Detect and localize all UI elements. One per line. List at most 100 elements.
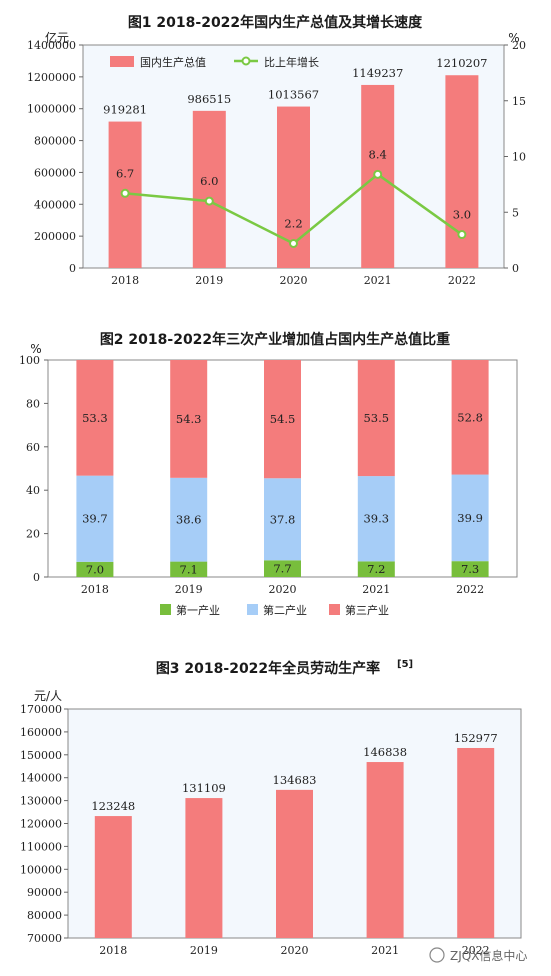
chart3-x-tick-label: 2019 [190,944,218,957]
chart3-unit: 元/人 [34,689,62,703]
chart2-segment-label: 37.8 [270,512,296,526]
chart1-legend: 国内生产总值 比上年增长 [110,55,319,69]
chart2-secondary-segment [451,474,489,562]
chart2-segment-label: 53.5 [363,411,389,425]
chart1-y-tick-label: 800000 [34,135,76,148]
chart2-x-tick-label: 2018 [81,583,109,596]
chart1-growth-point [289,238,298,248]
chart1-growth-label: 2.2 [284,216,302,230]
chart2: 图2 2018-2022年三次产业增加值占国内生产总值比重 % 0 20 40 60 8… [19,331,518,617]
legend-gdp-swatch [110,56,134,67]
chart2-x-tick-label: 2021 [362,583,390,596]
chart2-tertiary-segment [170,360,208,478]
chart2-bars: 7.0 39.7 53.3 7.1 38.6 54.3 7.7 37.8 54.5 7.2 39.3… [76,360,489,577]
chart1-gdp-label: 986515 [187,92,231,106]
chart1-growth-point [373,169,383,179]
chart1-gdp-bar [192,110,226,269]
chart1-y-tick-label: 1400000 [27,39,76,52]
chart2-y-tick-label: 0 [33,571,40,584]
chart3-productivity-label: 131109 [182,781,226,795]
chart1-right-axis: 0 5 10 15 20 [504,39,526,275]
legend-secondary-swatch [247,604,258,615]
chart1-y-tick-label: 1000000 [27,103,76,116]
legend-gdp-label: 国内生产总值 [140,55,206,69]
chart2-y-tick-label: 20 [26,528,40,541]
chart3-y-tick-label: 100000 [20,863,62,876]
chart3: 图3 2018-2022年全员劳动生产率 [5] 元/人 70000 80000 9… [20,659,522,957]
chart1-y-tick-label: 600000 [34,166,76,179]
legend-primary-label: 第一产业 [176,603,220,617]
chart1-gdp-label: 1013567 [268,88,319,102]
chart2-primary-segment [76,561,114,577]
chart3-productivity-bar [366,762,404,938]
chart3-y-tick-label: 90000 [27,886,62,899]
chart3-productivity-bar [94,816,132,938]
chart2-primary-segment [357,561,395,577]
chart1-right-tick-label: 10 [512,151,526,164]
chart2-secondary-segment [170,477,208,562]
chart2-y-tick-label: 80 [26,397,40,410]
chart1-gdp-label: 919281 [103,103,147,117]
chart3-productivity-label: 152977 [454,731,498,745]
chart3-productivity-label: 134683 [273,773,317,787]
chart1-right-tick-label: 20 [512,39,526,52]
chart3-productivity-bar [185,798,223,938]
chart3-productivity-bar [457,747,495,938]
chart2-y-tick-label: 60 [26,441,40,454]
chart1-growth-label: 6.0 [200,174,218,188]
chart3-y-tick-label: 150000 [20,749,62,762]
chart1-x-tick-label: 2019 [195,274,223,287]
chart2-primary-segment [170,561,208,577]
chart3-y-tick-label: 80000 [27,909,62,922]
chart2-primary-segment [451,561,489,577]
chart1-x-axis: 2018 2019 2020 2021 2022 [111,274,476,287]
chart1-gdp-label: 1149237 [352,66,403,80]
chart1-x-tick-label: 2022 [448,274,476,287]
chart1-growth-line: 6.7 6.0 2.2 8.4 3.0 [116,147,471,248]
chart2-secondary-segment [357,476,395,562]
chart2-legend: 第一产业 第二产业 第三产业 [160,603,389,617]
chart2-segment-label: 52.8 [457,410,483,424]
watermark: ZJQX信息中心 [429,947,527,963]
chart3-y-tick-label: 160000 [20,726,62,739]
chart2-y-tick-label: 40 [26,484,40,497]
chart3-title-footnote: [5] [397,659,413,670]
chart2-segment-label: 7.7 [273,562,291,576]
chart2-segment-label: 54.3 [176,412,202,426]
watermark-text: ZJQX信息中心 [450,948,527,963]
chart2-primary-segment [264,560,301,577]
chart1-right-unit: % [508,31,519,45]
chart2-unit: % [30,342,41,356]
chart1-right-tick-label: 0 [512,262,519,275]
chart1-growth-point [457,230,467,240]
legend-tertiary-swatch [329,604,340,615]
legend-primary-swatch [160,604,171,615]
chart2-segment-label: 7.1 [180,562,198,576]
legend-secondary-label: 第二产业 [263,603,307,617]
chart1-right-tick-label: 5 [512,206,519,219]
chart3-y-tick-label: 170000 [20,703,62,716]
chart2-tertiary-segment [76,360,114,476]
chart3-productivity-label: 146838 [363,745,407,759]
chart1-growth-point [204,196,214,206]
chart1-y-tick-label: 1200000 [27,71,76,84]
chart1-left-axis: 0 200000 400000 600000 800000 1000000 1200000 1… [27,39,83,275]
chart1-growth-label: 6.7 [116,166,134,180]
chart1-y-tick-label: 400000 [34,198,76,211]
chart1-growth-point [120,188,130,198]
chart1-growth-label: 3.0 [453,208,471,222]
chart2-tertiary-segment [357,360,395,477]
legend-growth-marker [241,56,251,66]
chart1-left-unit: 亿元 [45,30,69,45]
chart2-segment-label: 7.3 [461,562,479,576]
chart3-y-tick-label: 70000 [27,932,62,945]
chart2-tertiary-segment [451,360,489,475]
chart2-tertiary-segment [264,360,301,479]
chart1-y-tick-label: 200000 [34,230,76,243]
chart3-productivity-label: 123248 [91,799,135,813]
chart2-x-tick-label: 2022 [456,583,484,596]
chart3-title: 图3 2018-2022年全员劳动生产率 [156,660,380,677]
chart3-y-axis: 70000 80000 90000 100000 110000 120000 130000 1… [20,703,68,945]
chart2-segment-label: 54.5 [270,412,296,426]
